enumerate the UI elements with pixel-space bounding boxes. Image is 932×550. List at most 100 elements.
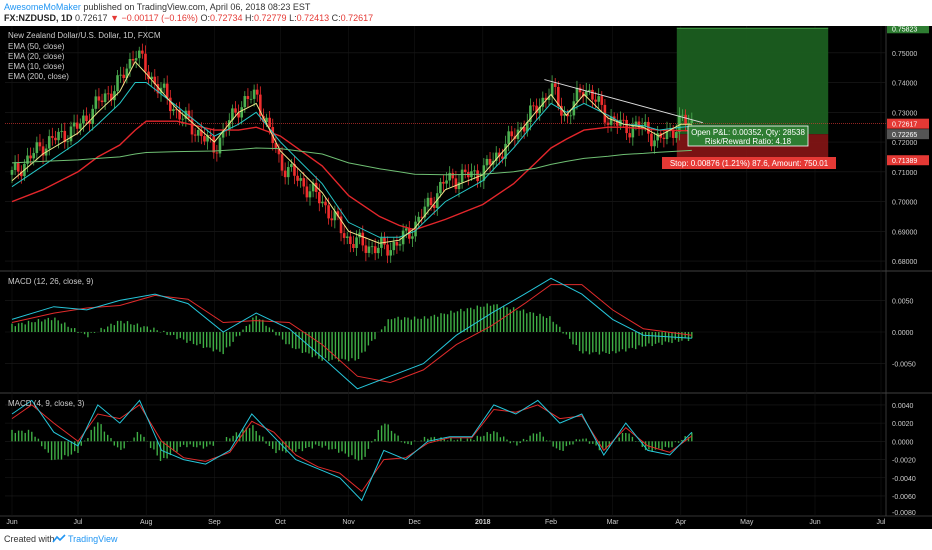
candle: [501, 156, 504, 159]
ema-10-line[interactable]: [11, 60, 692, 244]
candle: [169, 97, 172, 112]
candle: [392, 241, 396, 251]
candle: [327, 205, 330, 219]
legend-ema50[interactable]: EMA (50, close): [8, 42, 65, 51]
price-label: 0.71389: [892, 158, 917, 165]
candle: [237, 112, 240, 118]
time-tick-label: Feb: [545, 519, 557, 526]
open-pl-text: Open P&L: 0.00352, Qty: 28538: [691, 128, 805, 137]
candle: [308, 191, 312, 198]
candle: [355, 237, 358, 248]
macd1-title[interactable]: MACD (12, 26, close, 9): [8, 277, 94, 286]
candle: [268, 117, 271, 128]
time-tick-label: Jun: [6, 519, 17, 526]
ema-50-line[interactable]: [11, 120, 692, 231]
macd1-tick-label: 0.0000: [892, 330, 914, 337]
macd1-macd-line[interactable]: [11, 277, 692, 390]
candle: [318, 192, 321, 204]
risk-reward-text: Risk/Reward Ratio: 4.18: [705, 137, 792, 146]
macd2-tick-label: 0.0000: [892, 439, 914, 446]
candle: [16, 162, 20, 172]
candle: [26, 155, 29, 164]
candle: [314, 182, 318, 193]
legend-ema20[interactable]: EMA (20, close): [8, 52, 65, 61]
candle: [134, 58, 138, 61]
time-tick-label: Sep: [208, 519, 221, 526]
legend-ema200[interactable]: EMA (200, close): [8, 72, 69, 81]
candle: [330, 218, 334, 221]
candle: [451, 172, 455, 179]
candle: [333, 211, 337, 221]
candle: [678, 115, 681, 133]
close-label: C:: [331, 13, 341, 23]
candle: [97, 96, 101, 101]
candle: [647, 121, 650, 134]
candle: [172, 109, 175, 112]
candle: [35, 142, 39, 154]
macd2-macd-line[interactable]: [11, 399, 693, 502]
candle: [231, 108, 234, 121]
legend-ema10[interactable]: EMA (10, close): [8, 62, 65, 71]
candle: [336, 211, 340, 217]
candle: [13, 162, 17, 171]
candle: [352, 244, 355, 248]
time-tick-label: Jul: [877, 519, 886, 526]
candle: [69, 126, 73, 142]
symbol: FX:NZDUSD, 1D: [4, 13, 73, 23]
candle: [485, 158, 489, 166]
candle: [376, 247, 380, 254]
candle: [305, 186, 309, 198]
target-zone[interactable]: [676, 28, 829, 135]
macd2-title[interactable]: MACD (4, 9, close, 3): [8, 399, 85, 408]
candle: [566, 113, 569, 117]
candle: [442, 181, 445, 184]
candle: [150, 76, 153, 80]
candle: [358, 232, 361, 238]
macd2-signal-line[interactable]: [11, 404, 693, 493]
candle: [339, 216, 343, 234]
chart-canvas[interactable]: 0.68000 0.69000 0.70000 0.71000 0.72000 0.730…: [0, 26, 932, 529]
candle: [274, 143, 278, 148]
candle: [522, 127, 526, 132]
candle: [147, 71, 150, 80]
ema-200-line[interactable]: [11, 147, 692, 176]
candle: [488, 158, 492, 165]
candle: [249, 98, 253, 100]
trendline[interactable]: [544, 79, 703, 124]
candle: [184, 110, 188, 119]
candle: [240, 107, 244, 118]
ema-20-line[interactable]: [11, 82, 692, 238]
price-tick-label: 0.69000: [892, 229, 917, 236]
tradingview-brand[interactable]: TradingView: [68, 534, 118, 544]
chart-area[interactable]: 0.68000 0.69000 0.70000 0.71000 0.72000 0.730…: [0, 26, 932, 529]
candle: [178, 110, 181, 120]
candle: [82, 115, 85, 124]
candle: [631, 125, 635, 138]
candle: [417, 216, 420, 222]
price-tick-label: 0.71000: [892, 170, 917, 177]
candle: [578, 87, 582, 93]
candle: [349, 236, 352, 245]
candle: [569, 115, 573, 117]
candle: [125, 68, 129, 79]
candle: [684, 114, 687, 125]
candle: [507, 131, 510, 144]
candle: [324, 201, 327, 206]
candle: [110, 93, 113, 101]
tradingview-logo-icon: [52, 534, 66, 543]
candle: [541, 97, 545, 107]
author-link[interactable]: AwesomeMoMaker: [4, 2, 81, 12]
price-change: −0.00117 (−0.16%): [121, 13, 198, 23]
candle: [221, 129, 225, 138]
candle: [91, 108, 95, 124]
candle: [423, 206, 427, 218]
macd2-tick-label: -0.0080: [892, 510, 916, 517]
candle: [57, 131, 60, 141]
candle: [78, 123, 82, 129]
candle: [63, 130, 67, 143]
candle: [532, 105, 535, 107]
candle: [681, 114, 684, 116]
candle: [383, 237, 386, 245]
candle: [51, 136, 54, 138]
macd1-signal-line[interactable]: [11, 284, 692, 384]
